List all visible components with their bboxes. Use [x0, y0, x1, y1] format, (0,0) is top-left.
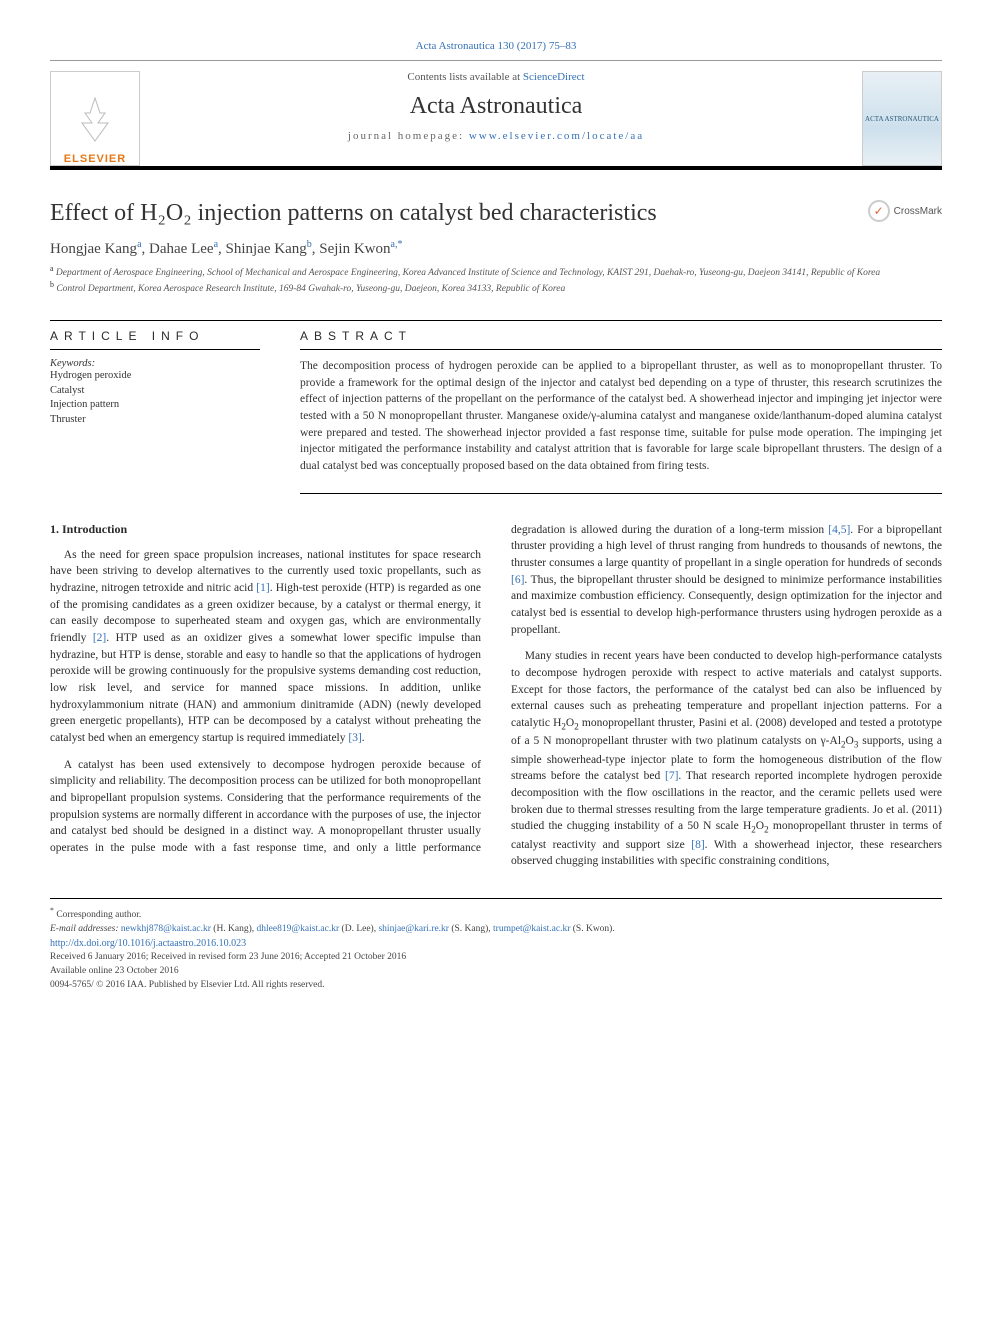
abstract-bottom-rule — [300, 493, 942, 494]
keyword-3: Thruster — [50, 413, 260, 428]
ref-link-8[interactable]: [8] — [691, 839, 704, 851]
body-columns: 1. Introduction As the need for green sp… — [50, 522, 942, 870]
ref-link-2[interactable]: [2] — [93, 632, 106, 644]
ref-link-6[interactable]: [6] — [511, 574, 524, 586]
journal-name: Acta Astronautica — [50, 93, 942, 120]
masthead: ELSEVIER ACTA ASTRONAUTICA Contents list… — [50, 60, 942, 170]
available-line: Available online 23 October 2016 — [50, 965, 942, 979]
email-link-0[interactable]: newkhj878@kaist.ac.kr — [121, 924, 211, 934]
ref-link-7[interactable]: [7] — [665, 770, 678, 782]
crossmark-badge[interactable]: ✓ CrossMark — [868, 200, 942, 222]
publisher-logo: ELSEVIER — [50, 71, 140, 166]
author-3: Sejin Kwona,* — [319, 241, 402, 257]
keyword-2: Injection pattern — [50, 398, 260, 413]
keywords-label: Keywords: — [50, 358, 260, 369]
abstract-col: ABSTRACT The decomposition process of hy… — [300, 321, 942, 494]
sciencedirect-link[interactable]: ScienceDirect — [523, 71, 585, 83]
homepage-prefix: journal homepage: — [348, 130, 469, 142]
abstract-text: The decomposition process of hydrogen pe… — [300, 358, 942, 475]
article-info-heading: ARTICLE INFO — [50, 321, 260, 350]
abstract-heading: ABSTRACT — [300, 321, 942, 350]
crossmark-label: CrossMark — [894, 206, 942, 217]
author-1: Dahae Leea — [149, 241, 218, 257]
author-list: Hongjae Kanga, Dahae Leea, Shinjae Kangb… — [50, 239, 942, 258]
body-para-1: As the need for green space propulsion i… — [50, 547, 481, 747]
body-para-3: Many studies in recent years have been c… — [511, 648, 942, 870]
affiliations: a Department of Aerospace Engineering, S… — [50, 264, 942, 296]
page: Acta Astronautica 130 (2017) 75–83 ELSEV… — [0, 0, 992, 1033]
keywords-list: Hydrogen peroxide Catalyst Injection pat… — [50, 369, 260, 428]
article-info-col: ARTICLE INFO Keywords: Hydrogen peroxide… — [50, 321, 260, 494]
email-link-3[interactable]: trumpet@kaist.ac.kr — [493, 924, 570, 934]
info-abstract-row: ARTICLE INFO Keywords: Hydrogen peroxide… — [50, 320, 942, 494]
ref-link-4-5[interactable]: [4,5] — [828, 524, 850, 536]
article-title: Effect of H₂O₂ injection patterns on cat… — [50, 200, 942, 227]
crossmark-icon: ✓ — [868, 200, 890, 222]
email-link-2[interactable]: shinjae@kari.re.kr — [378, 924, 448, 934]
author-2: Shinjae Kangb — [226, 241, 312, 257]
keyword-1: Catalyst — [50, 384, 260, 399]
email-addresses: E-mail addresses: newkhj878@kaist.ac.kr … — [50, 923, 942, 937]
contents-prefix: Contents lists available at — [407, 71, 522, 83]
contents-line: Contents lists available at ScienceDirec… — [50, 71, 942, 83]
section-heading-1: 1. Introduction — [50, 522, 481, 537]
corresponding-author: * Corresponding author. — [50, 905, 942, 923]
footnotes: * Corresponding author. E-mail addresses… — [50, 898, 942, 992]
tree-icon — [70, 93, 120, 153]
copyright-line: 0094-5765/ © 2016 IAA. Published by Else… — [50, 979, 942, 993]
homepage-link[interactable]: www.elsevier.com/locate/aa — [469, 130, 644, 142]
doi-link[interactable]: http://dx.doi.org/10.1016/j.actaastro.20… — [50, 937, 942, 952]
journal-cover-thumb: ACTA ASTRONAUTICA — [862, 71, 942, 166]
email-label: E-mail addresses: — [50, 924, 119, 934]
affiliation-a: a Department of Aerospace Engineering, S… — [50, 264, 942, 280]
ref-link-3[interactable]: [3] — [348, 732, 361, 744]
received-line: Received 6 January 2016; Received in rev… — [50, 951, 942, 965]
homepage-line: journal homepage: www.elsevier.com/locat… — [50, 130, 942, 142]
title-block: ✓ CrossMark Effect of H₂O₂ injection pat… — [50, 200, 942, 296]
author-0: Hongjae Kanga — [50, 241, 142, 257]
keyword-0: Hydrogen peroxide — [50, 369, 260, 384]
ref-link-1[interactable]: [1] — [256, 582, 269, 594]
publisher-name: ELSEVIER — [64, 153, 126, 165]
email-link-1[interactable]: dhlee819@kaist.ac.kr — [257, 924, 340, 934]
affiliation-b: b Control Department, Korea Aerospace Re… — [50, 280, 942, 296]
running-head: Acta Astronautica 130 (2017) 75–83 — [50, 40, 942, 52]
